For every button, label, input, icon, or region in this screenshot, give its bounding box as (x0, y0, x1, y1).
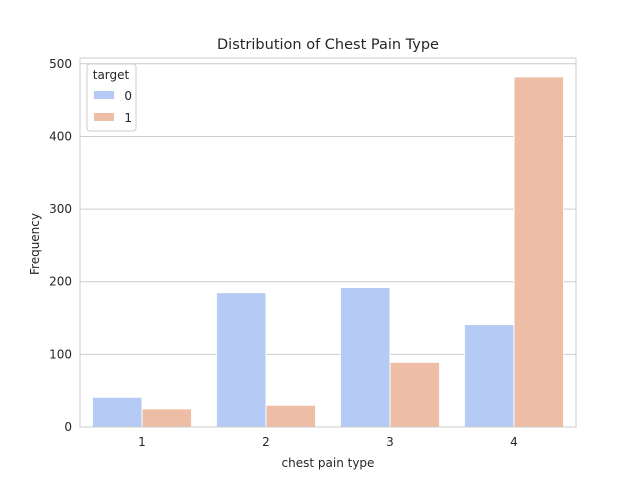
bar-series0-cat3 (339, 287, 391, 428)
y-tick-label-0: 0 (64, 420, 72, 434)
bar-series0-cat1 (91, 396, 143, 428)
legend-swatch-1 (94, 113, 114, 121)
x-tick-label-3: 4 (510, 435, 518, 449)
legend-title: target (93, 68, 130, 82)
x-axis-label: chest pain type (282, 456, 375, 470)
bar-series0-cat2 (215, 292, 267, 428)
bar-series1-cat1 (141, 408, 193, 428)
legend-swatch-0 (94, 91, 114, 99)
x-tick-label-2: 3 (386, 435, 394, 449)
legend: target 0 1 (86, 63, 137, 132)
y-tick-label-4: 400 (49, 129, 72, 143)
chart-title: Distribution of Chest Pain Type (217, 37, 439, 53)
bar-series1-cat2 (265, 404, 317, 428)
legend-label-1: 1 (124, 111, 132, 125)
y-axis-label: Frequency (28, 213, 42, 275)
x-tick-label-0: 1 (138, 435, 146, 449)
bar-series1-cat4 (513, 76, 565, 428)
bars-layer (91, 76, 565, 428)
plot-frame (79, 57, 577, 428)
y-tick-label-5: 500 (49, 57, 72, 71)
bar-series1-cat3 (389, 361, 441, 428)
y-tick-labels: 0 100 200 300 400 500 (49, 57, 72, 434)
y-tick-label-1: 100 (49, 347, 72, 361)
y-tick-label-3: 300 (49, 202, 72, 216)
x-tick-labels: 1 2 3 4 (138, 435, 518, 449)
x-tick-label-1: 2 (262, 435, 270, 449)
legend-label-0: 0 (124, 89, 132, 103)
bar-series0-cat4 (463, 324, 515, 428)
y-tick-label-2: 200 (49, 275, 72, 289)
